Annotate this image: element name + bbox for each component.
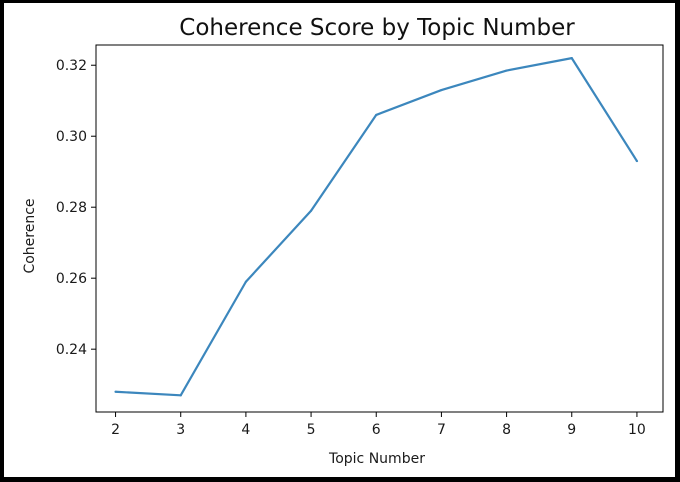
data-point: [375, 113, 378, 117]
y-axis-label: Coherence: [22, 198, 38, 273]
data-point: [505, 69, 508, 72]
data-point: [114, 390, 117, 393]
y-tick-label: 0.26: [56, 271, 87, 287]
x-tick-label: 10: [628, 422, 646, 438]
y-tick-label: 0.30: [56, 129, 87, 145]
data-point: [244, 280, 247, 283]
x-tick-label: 8: [502, 422, 511, 438]
x-tick-label: 4: [241, 422, 250, 438]
chart-frame: Coherence Score by Topic Number 0.24 0.26…: [4, 3, 675, 477]
series-points: [114, 57, 639, 397]
x-axis-label: Topic Number: [328, 451, 425, 467]
y-tick-label: 0.28: [56, 200, 87, 216]
data-point: [440, 88, 443, 92]
y-tick-label: 0.24: [56, 342, 87, 358]
plot-area: [95, 44, 664, 413]
chart-svg: Coherence Score by Topic Number 0.24 0.26…: [22, 15, 664, 467]
data-point: [570, 57, 573, 60]
x-tick-label: 3: [176, 422, 185, 438]
x-tick-label: 2: [111, 422, 120, 438]
x-tick-label: 7: [437, 422, 446, 438]
data-point: [179, 394, 182, 397]
y-axis: 0.24 0.26 0.28 0.30 0.32: [56, 58, 96, 358]
x-tick-label: 9: [567, 422, 576, 438]
data-point: [309, 209, 313, 212]
x-tick-label: 5: [307, 422, 316, 438]
x-axis: 2 3 4 5 6 7 8 9 10: [111, 412, 646, 438]
series-line: [115, 57, 638, 397]
y-tick-label: 0.32: [56, 58, 87, 74]
x-tick-label: 6: [372, 422, 381, 438]
data-point: [635, 159, 639, 163]
chart-title: Coherence Score by Topic Number: [179, 15, 575, 41]
